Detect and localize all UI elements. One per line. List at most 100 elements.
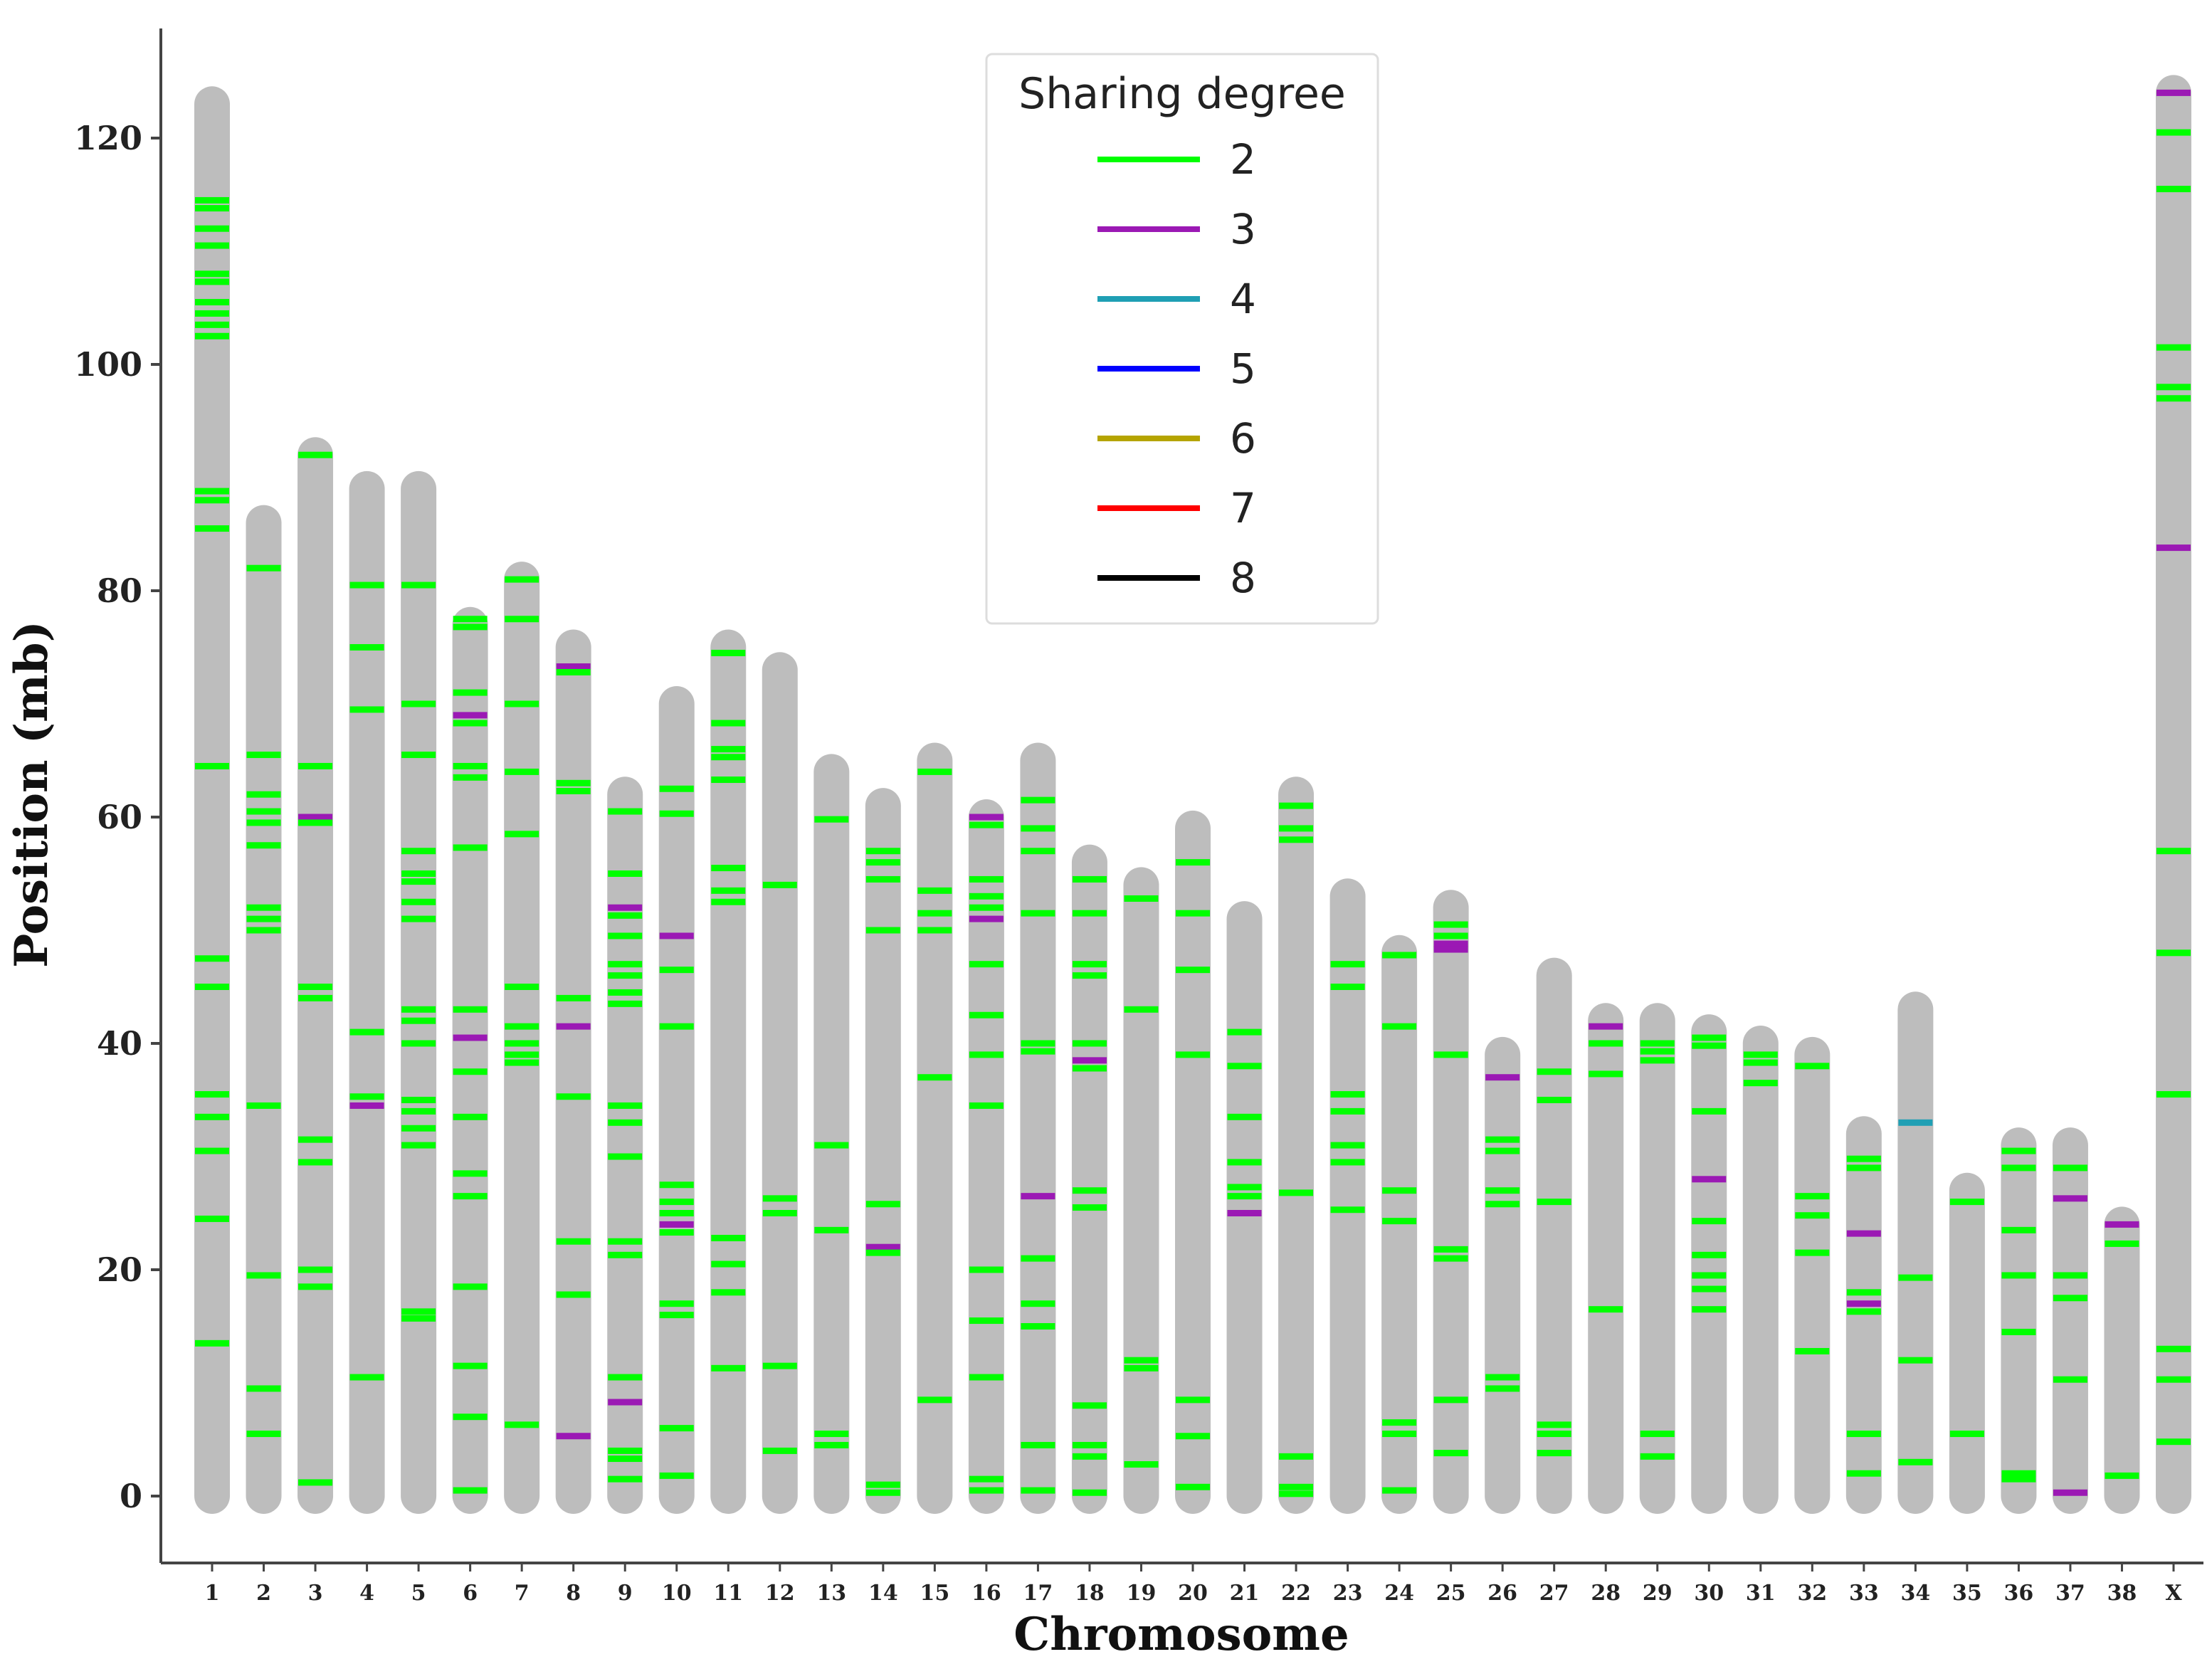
- chromosome-bar-21: [1226, 901, 1263, 1514]
- shared-segment: [659, 1472, 694, 1479]
- shared-segment: [1279, 1483, 1314, 1490]
- shared-segment: [1021, 848, 1055, 855]
- shared-segment: [246, 1431, 281, 1438]
- chromosome-bar-27: [1536, 957, 1572, 1514]
- shared-segment: [1227, 1210, 1262, 1216]
- shared-segment: [1227, 1113, 1262, 1120]
- shared-segment: [1330, 1142, 1365, 1149]
- shared-segment: [1176, 967, 1210, 974]
- shared-segment: [195, 270, 229, 278]
- shared-segment: [1072, 1453, 1107, 1460]
- shared-segment: [608, 1447, 643, 1454]
- shared-segment: [2156, 384, 2191, 391]
- chromosome-bar-17: [1020, 742, 1056, 1514]
- shared-segment: [2156, 1376, 2191, 1383]
- shared-segment: [1382, 1023, 1417, 1030]
- shared-segment: [1485, 1374, 1520, 1381]
- shared-segment: [1021, 1487, 1055, 1494]
- chromosome-bar-9: [607, 777, 643, 1514]
- shared-segment: [453, 1113, 488, 1120]
- shared-segment: [1537, 1450, 1571, 1457]
- shared-segment: [1227, 1184, 1262, 1191]
- shared-segment: [505, 1421, 539, 1428]
- shared-segment: [298, 814, 333, 821]
- x-tick-label: 29: [1643, 1581, 1673, 1606]
- shared-segment: [1485, 1147, 1520, 1154]
- shared-segment: [608, 972, 643, 979]
- chromosome-bar-33: [1845, 1116, 1882, 1514]
- shared-segment: [969, 893, 1004, 900]
- shared-segment: [505, 1059, 539, 1066]
- shared-segment: [453, 1414, 488, 1421]
- shared-segment: [1743, 1080, 1778, 1087]
- shared-segment: [1433, 1450, 1468, 1457]
- shared-segment: [1692, 1107, 1727, 1115]
- shared-segment: [1072, 1065, 1107, 1072]
- shared-segment: [1227, 1028, 1262, 1036]
- shared-segment: [401, 1040, 436, 1047]
- shared-segment: [1176, 1051, 1210, 1058]
- shared-segment: [1589, 1070, 1623, 1078]
- shared-segment: [1279, 836, 1314, 843]
- shared-segment: [1279, 1189, 1314, 1196]
- shared-segment: [608, 1119, 643, 1126]
- shared-segment: [453, 762, 488, 769]
- shared-segment: [1640, 1048, 1675, 1055]
- x-axis-title: Chromosome: [1013, 1608, 1349, 1661]
- shared-segment: [1898, 1458, 1933, 1465]
- legend-entry: 2: [1097, 135, 1256, 184]
- shared-segment: [1021, 1255, 1055, 1262]
- shared-segment: [1433, 946, 1468, 953]
- shared-segment: [195, 278, 229, 285]
- chromosome-7: [504, 562, 540, 1514]
- chromosome-bar-34: [1897, 991, 1934, 1514]
- shared-segment: [1382, 1431, 1417, 1438]
- shared-segment: [711, 777, 746, 784]
- shared-segment: [195, 332, 229, 339]
- shared-segment: [969, 1011, 1004, 1018]
- shared-segment: [401, 700, 436, 707]
- chromosome-28: [1588, 1003, 1624, 1514]
- shared-segment: [659, 932, 694, 939]
- shared-segment: [1846, 1431, 1881, 1438]
- shared-segment: [453, 1034, 488, 1041]
- shared-segment: [608, 1251, 643, 1258]
- y-axis-title: Position (mb): [5, 621, 58, 968]
- chromosome-12: [762, 652, 798, 1514]
- x-tick-label: 8: [566, 1581, 581, 1606]
- shared-segment: [556, 994, 591, 1001]
- y-tick-label: 100: [74, 345, 142, 384]
- shared-segment: [1692, 1034, 1727, 1041]
- shared-segment: [556, 1238, 591, 1245]
- chromosome-23: [1329, 878, 1366, 1514]
- shared-segment: [608, 932, 643, 939]
- legend-label: 6: [1230, 414, 1256, 463]
- x-tick-label: 34: [1900, 1581, 1930, 1606]
- chromosome-X: [2156, 75, 2191, 1514]
- shared-segment: [298, 984, 333, 990]
- shared-segment: [1382, 1419, 1417, 1426]
- chromosome-36: [2001, 1127, 2037, 1514]
- chromosome-19: [1123, 867, 1159, 1514]
- chromosome-11: [710, 629, 747, 1514]
- shared-segment: [814, 1142, 849, 1149]
- x-tick-label: 2: [256, 1581, 271, 1606]
- shared-segment: [505, 616, 539, 623]
- shared-segment: [2001, 1470, 2036, 1477]
- shared-segment: [298, 994, 333, 1001]
- shared-segment: [917, 1074, 952, 1081]
- legend-title: Sharing degree: [1018, 69, 1346, 119]
- chromosome-bar-20: [1175, 810, 1211, 1514]
- chromosome-31: [1742, 1026, 1779, 1514]
- shared-segment: [453, 689, 488, 696]
- shared-segment: [2156, 395, 2191, 402]
- chromosome-bar-23: [1329, 878, 1366, 1514]
- chromosome-bar-18: [1071, 844, 1107, 1514]
- shared-segment: [1072, 961, 1107, 968]
- legend-entry: 6: [1097, 414, 1256, 463]
- shared-segment: [969, 1051, 1004, 1058]
- shared-segment: [349, 1093, 384, 1100]
- shared-segment: [298, 1136, 333, 1143]
- shared-segment: [2053, 1272, 2087, 1279]
- shared-segment: [505, 700, 539, 707]
